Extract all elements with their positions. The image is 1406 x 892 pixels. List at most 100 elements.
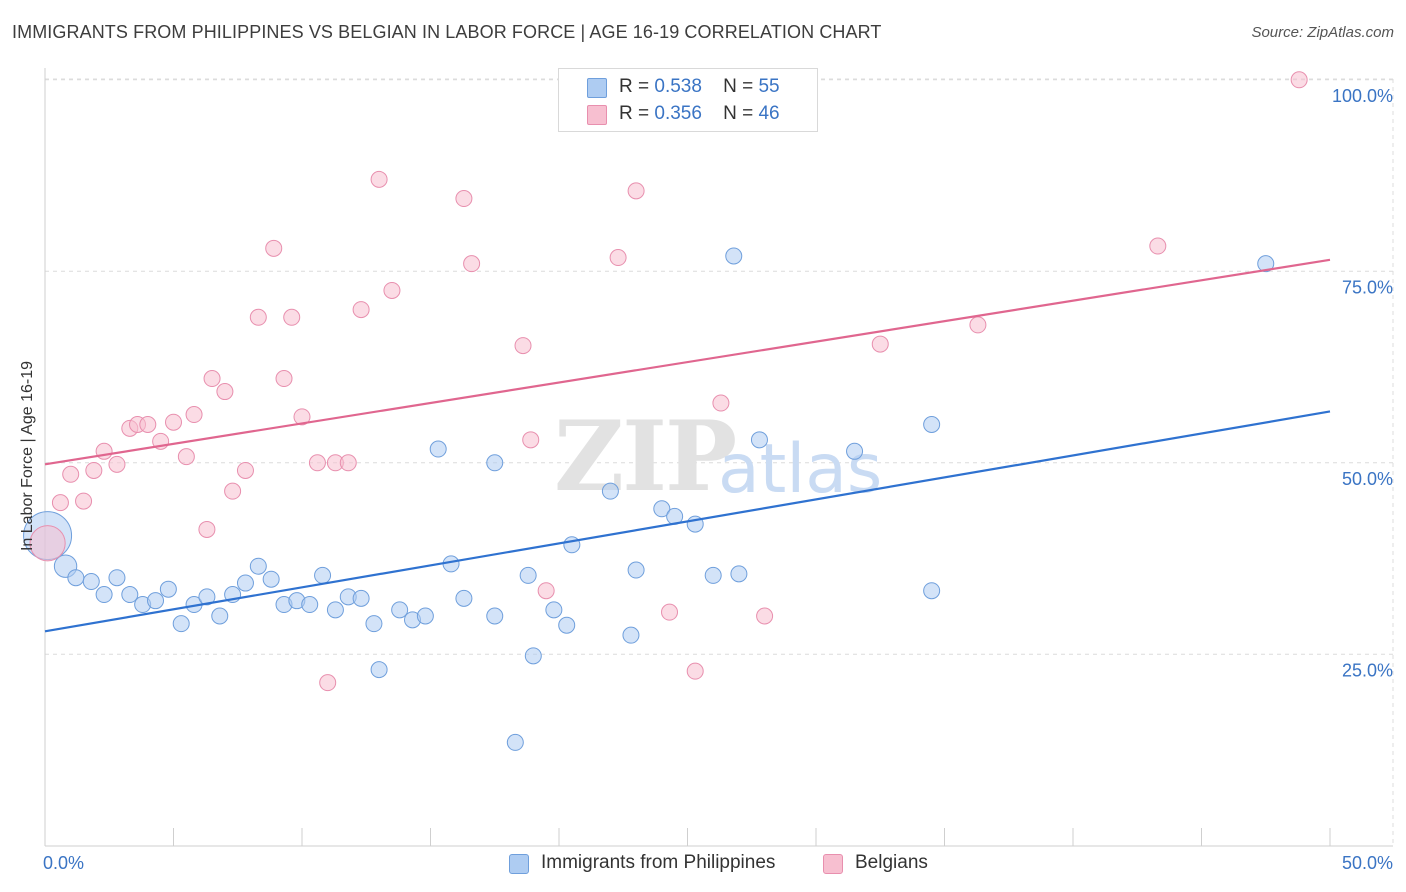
data-point-philippines bbox=[519, 566, 537, 584]
data-point-belgians bbox=[537, 582, 555, 600]
data-point-philippines bbox=[352, 589, 370, 607]
data-point-philippines bbox=[429, 440, 447, 458]
data-point-belgians bbox=[969, 316, 987, 334]
data-point-philippines bbox=[846, 442, 864, 460]
data-point-philippines bbox=[750, 431, 768, 449]
legend-swatch-pink bbox=[587, 105, 607, 125]
data-point-philippines bbox=[326, 601, 344, 619]
data-point-belgians bbox=[352, 301, 370, 319]
r-value: 0.356 bbox=[654, 103, 702, 124]
data-point-philippines bbox=[262, 570, 280, 588]
data-point-philippines bbox=[236, 574, 254, 592]
data-point-belgians bbox=[62, 465, 80, 483]
data-point-belgians bbox=[514, 337, 532, 355]
data-point-philippines bbox=[391, 601, 409, 619]
data-point-philippines bbox=[545, 601, 563, 619]
data-point-philippines bbox=[524, 647, 542, 665]
data-point-philippines bbox=[249, 557, 267, 575]
series-name: Immigrants from Philippines bbox=[541, 852, 776, 873]
data-point-belgians bbox=[185, 406, 203, 424]
data-point-belgians bbox=[165, 413, 182, 431]
y-tick-label: 25.0% bbox=[1342, 660, 1393, 680]
data-point-philippines bbox=[1257, 255, 1275, 273]
y-tick-label: 50.0% bbox=[1342, 469, 1393, 489]
chart-title: IMMIGRANTS FROM PHILIPPINES VS BELGIAN I… bbox=[12, 22, 882, 42]
trend-layer bbox=[44, 258, 1331, 633]
x-tick-label: 0.0% bbox=[43, 853, 84, 873]
data-point-philippines bbox=[95, 586, 113, 604]
data-point-philippines bbox=[558, 616, 576, 634]
data-point-philippines bbox=[67, 569, 85, 587]
series-name: Belgians bbox=[855, 852, 928, 873]
data-point-belgians bbox=[249, 308, 267, 326]
data-point-philippines bbox=[82, 573, 100, 591]
legend-swatch-pink bbox=[823, 854, 843, 874]
data-point-philippines bbox=[506, 733, 524, 751]
data-point-belgians bbox=[236, 461, 254, 479]
data-point-belgians bbox=[370, 170, 388, 188]
data-point-philippines bbox=[653, 500, 671, 518]
data-point-belgians bbox=[339, 454, 357, 472]
watermark-zip: ZIP bbox=[554, 400, 735, 513]
data-point-belgians bbox=[85, 461, 103, 479]
data-point-belgians bbox=[139, 416, 157, 433]
n-value: 46 bbox=[758, 103, 780, 124]
data-point-belgians bbox=[108, 455, 126, 473]
stats-legend: R = 0.538 N = 55 R = 0.356 N = 46 bbox=[558, 68, 818, 132]
data-point-philippines bbox=[416, 607, 434, 625]
legend-swatch-blue bbox=[587, 78, 607, 98]
n-label: N = bbox=[723, 103, 754, 124]
data-point-belgians bbox=[712, 394, 730, 412]
data-point-belgians bbox=[455, 190, 473, 208]
legend-stats-text: R = 0.538 N = 55 bbox=[619, 76, 780, 98]
data-point-philippines bbox=[159, 580, 177, 598]
data-point-philippines bbox=[455, 589, 473, 607]
data-point-belgians bbox=[308, 454, 326, 472]
legend-stats-text: R = 0.356 N = 46 bbox=[619, 103, 780, 125]
data-point-philippines bbox=[365, 615, 383, 633]
data-point-belgians bbox=[293, 408, 311, 426]
data-point-belgians bbox=[383, 281, 401, 299]
data-point-philippines bbox=[121, 586, 139, 604]
data-point-belgians bbox=[216, 383, 234, 401]
data-point-belgians bbox=[29, 525, 66, 562]
data-point-philippines bbox=[923, 416, 941, 433]
data-point-belgians bbox=[871, 335, 889, 353]
data-point-belgians bbox=[203, 370, 221, 388]
data-point-belgians bbox=[198, 520, 216, 538]
y-tick-label: 100.0% bbox=[1332, 86, 1393, 106]
data-point-belgians bbox=[283, 308, 301, 326]
y-axis-label: In Labor Force | Age 16-19 bbox=[19, 360, 36, 552]
data-point-philippines bbox=[314, 566, 332, 584]
watermark-atlas: atlas bbox=[718, 430, 882, 509]
r-label: R = bbox=[619, 103, 650, 124]
data-point-belgians bbox=[522, 431, 540, 449]
data-point-belgians bbox=[275, 370, 293, 388]
data-point-belgians bbox=[686, 662, 704, 680]
points-layer bbox=[23, 71, 1308, 751]
data-point-philippines bbox=[370, 661, 388, 679]
data-point-philippines bbox=[198, 588, 216, 606]
data-point-belgians bbox=[463, 255, 481, 273]
data-point-philippines bbox=[172, 615, 190, 633]
n-value: 55 bbox=[758, 76, 780, 97]
data-point-philippines bbox=[486, 454, 504, 472]
data-point-philippines bbox=[108, 569, 126, 587]
source-credit: Source: ZipAtlas.com bbox=[1251, 24, 1394, 41]
data-point-belgians bbox=[319, 674, 337, 692]
data-point-belgians bbox=[224, 482, 242, 500]
trend-line-belgians bbox=[44, 258, 1331, 466]
data-point-philippines bbox=[627, 561, 645, 579]
data-point-philippines bbox=[301, 596, 319, 614]
legend-swatch-blue bbox=[509, 854, 529, 874]
trend-line-philippines bbox=[44, 410, 1331, 633]
data-point-belgians bbox=[1149, 237, 1167, 255]
data-point-philippines bbox=[730, 565, 748, 583]
data-point-philippines bbox=[211, 607, 229, 625]
data-point-philippines bbox=[601, 482, 619, 500]
data-point-belgians bbox=[177, 448, 195, 466]
r-value: 0.538 bbox=[654, 76, 702, 97]
data-point-philippines bbox=[486, 607, 504, 625]
data-point-belgians bbox=[661, 603, 679, 621]
